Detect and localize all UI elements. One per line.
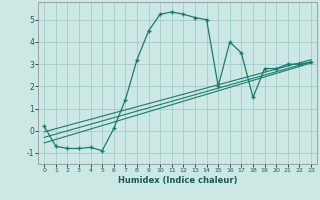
X-axis label: Humidex (Indice chaleur): Humidex (Indice chaleur) bbox=[118, 176, 237, 185]
